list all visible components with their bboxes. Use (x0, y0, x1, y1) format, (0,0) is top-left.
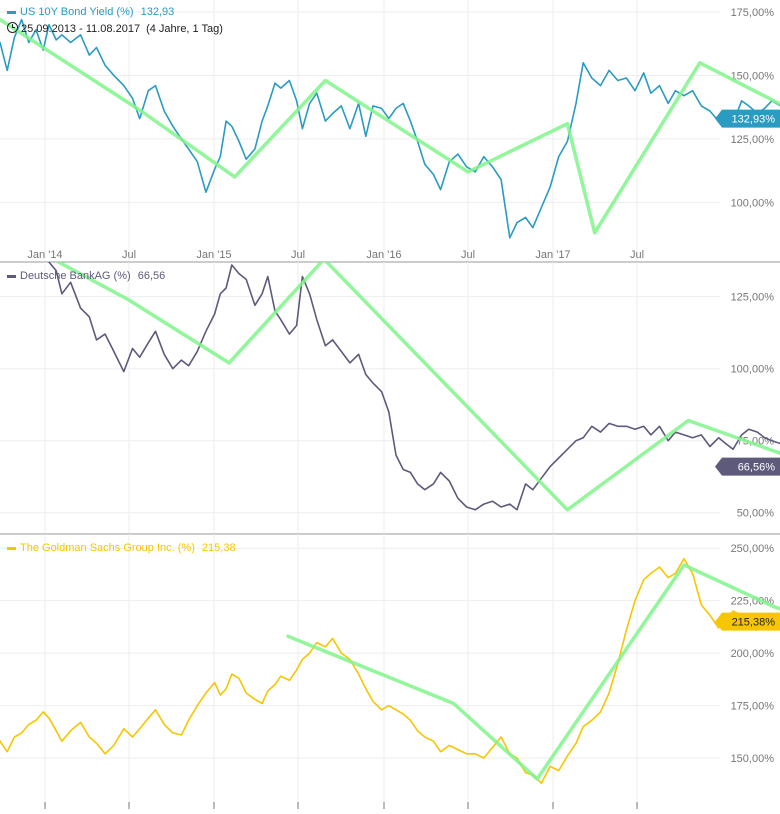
x-tick-label: Jan '17 (535, 249, 570, 261)
series-swatch (7, 274, 16, 278)
series-line (47, 262, 780, 511)
y-tick-label: 175,00% (731, 701, 775, 713)
legend-series-name: The Goldman Sachs Group Inc. (%) (20, 542, 195, 554)
series-swatch (7, 10, 16, 14)
trend-line (54, 262, 780, 512)
x-tick-label: Jan '14 (27, 249, 62, 261)
x-tick-label: Jul (122, 249, 136, 261)
value-badge-label: 132,93% (732, 114, 776, 126)
y-tick-label: 125,00% (731, 292, 775, 304)
duration-text: (4 Jahre, 1 Tag) (146, 23, 223, 35)
y-tick-label: 125,00% (731, 134, 775, 146)
x-tick-label: Jul (291, 249, 305, 261)
legend-goldman-sachs[interactable]: The Goldman Sachs Group Inc. (%) 215,38 (7, 542, 236, 554)
y-tick-label: 200,00% (731, 648, 775, 660)
legend-us10y[interactable]: US 10Y Bond Yield (%) 132,93 (7, 6, 174, 18)
legend-series-name: Deutsche BankAG (%) (20, 270, 131, 282)
legend-last-value: 215,38 (201, 542, 236, 554)
value-badge-label: 66,56% (738, 462, 776, 474)
date-range-text: 25.09.2013 - 11.08.2017 (21, 23, 141, 35)
series-group (47, 262, 780, 512)
value-badge (715, 612, 780, 631)
chart-panel-2: 250,00% 225,00% 200,00% 175,00% 150,00% 215,3… (0, 534, 780, 809)
chart-panel-0: 175,00% 150,00% 125,00% 100,00% 132,93% (0, 0, 780, 263)
y-tick-label: 100,00% (731, 197, 775, 209)
y-tick-label: 50,00% (737, 508, 775, 520)
y-tick-label: 100,00% (731, 364, 775, 376)
chart-panel-1: 125,00%100,00%75,00%50,00%66,56% (0, 262, 780, 535)
y-tick-label: 150,00% (731, 753, 775, 765)
series-group (0, 557, 780, 785)
trend-line (0, 17, 780, 235)
series-swatch (7, 546, 16, 550)
value-badge (715, 457, 780, 476)
trend-line (286, 563, 780, 781)
x-tick-label: Jul (630, 249, 644, 261)
series-line (0, 18, 780, 239)
legend-last-value: 66,56 (137, 270, 166, 282)
y-tick-label: 150,00% (731, 70, 775, 82)
x-tick-label: Jul (461, 249, 475, 261)
legend-last-value: 132,93 (140, 6, 175, 18)
series-line (0, 557, 780, 785)
x-tick-label: Jan '16 (366, 249, 401, 261)
value-badge (715, 109, 780, 128)
clock-icon (7, 22, 18, 33)
x-tick-label: Jan '15 (196, 249, 231, 261)
y-tick-label: 250,00% (731, 543, 775, 555)
legend-deutsche-bank[interactable]: Deutsche BankAG (%) 66,56 (7, 270, 165, 282)
legend-series-name: US 10Y Bond Yield (%) (20, 6, 134, 18)
y-tick-label: 175,00% (731, 7, 775, 19)
date-range: 25.09.2013 - 11.08.2017 (4 Jahre, 1 Tag) (7, 22, 223, 35)
y-tick-label: 225,00% (731, 596, 775, 608)
value-badge-label: 215,38% (732, 617, 776, 629)
series-group (0, 17, 780, 239)
